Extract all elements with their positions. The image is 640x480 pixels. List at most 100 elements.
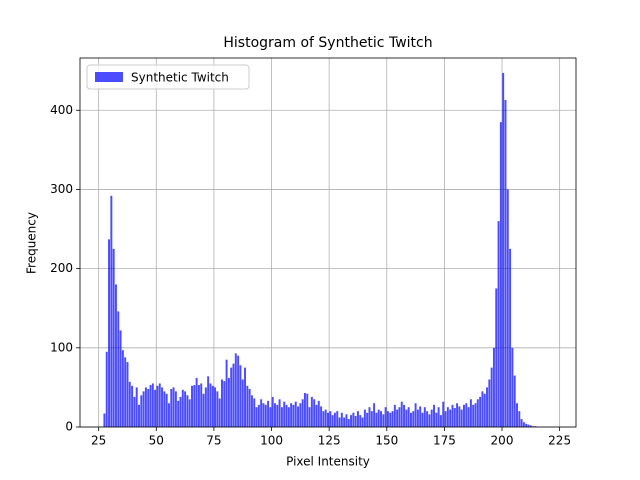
histogram-bar — [128, 381, 131, 427]
histogram-bar — [343, 417, 346, 427]
histogram-bar — [308, 407, 311, 427]
histogram-bar — [184, 391, 187, 427]
histogram-bar — [292, 404, 295, 427]
histogram-bar — [329, 411, 332, 427]
x-tick-label: 100 — [260, 434, 283, 448]
histogram-bar — [428, 414, 431, 427]
y-tick-label: 400 — [50, 103, 73, 117]
histogram-bar — [257, 404, 260, 427]
histogram-bar — [327, 412, 329, 427]
histogram-bar — [223, 381, 226, 427]
y-tick-label: 300 — [50, 182, 73, 196]
histogram-bar — [456, 403, 459, 427]
histogram-bar — [193, 385, 196, 427]
histogram-bar — [433, 404, 436, 427]
axes-frame — [79, 57, 577, 428]
histogram-bar — [490, 367, 493, 427]
histogram-bar — [260, 399, 263, 427]
histogram-bar — [165, 393, 168, 427]
histogram-bar — [435, 412, 438, 427]
histogram-bar — [412, 411, 415, 427]
histogram-bar — [237, 355, 240, 427]
histogram-bar — [382, 414, 385, 427]
y-tick-label: 0 — [65, 420, 73, 434]
histogram-bar — [138, 404, 140, 427]
histogram-bar — [426, 411, 429, 427]
histogram-bar — [317, 400, 320, 427]
histogram-bar — [384, 407, 387, 427]
histogram-bar — [483, 393, 486, 427]
histogram-bar — [525, 423, 528, 427]
histogram-bar — [449, 409, 452, 427]
histogram-bar — [271, 396, 274, 427]
x-tick-label: 75 — [206, 434, 221, 448]
legend-label: Synthetic Twitch — [131, 71, 229, 85]
histogram-bar — [430, 409, 433, 427]
histogram-bar — [527, 424, 530, 427]
histogram-bar — [499, 122, 502, 427]
histogram-bar — [513, 375, 516, 427]
histogram-bar — [200, 383, 203, 427]
histogram-bar — [509, 248, 512, 427]
histogram-bar — [191, 385, 193, 427]
histogram-bar — [211, 385, 214, 427]
histogram-bar — [393, 404, 396, 427]
histogram-bar — [497, 221, 500, 427]
histogram-bar — [158, 383, 161, 427]
histogram-bar — [398, 407, 401, 427]
legend-box — [86, 64, 250, 90]
histogram-bar — [181, 389, 184, 427]
histogram-bar — [340, 412, 343, 427]
histogram-bar — [467, 407, 470, 427]
histogram-bar — [465, 403, 468, 427]
histogram-bar — [409, 412, 412, 427]
histogram-bar — [375, 412, 378, 427]
histogram-bar — [361, 417, 364, 427]
histogram-bar — [285, 404, 288, 427]
histogram-bar — [110, 195, 113, 427]
histogram-bar — [453, 407, 456, 427]
histogram-bar — [437, 407, 440, 427]
chart-title: Histogram of Synthetic Twitch — [223, 35, 432, 51]
histogram-bar — [336, 411, 339, 427]
histogram-bar — [407, 407, 410, 427]
histogram-bar — [451, 404, 454, 427]
histogram-bar — [108, 239, 111, 427]
histogram-bar — [144, 387, 147, 427]
histogram-bar — [287, 407, 290, 427]
histogram-bar — [313, 399, 316, 427]
histogram-bar — [469, 399, 472, 427]
histogram-bar — [253, 398, 256, 427]
histogram-bar — [495, 288, 498, 427]
histogram-bar — [460, 409, 463, 427]
histogram-bar — [241, 379, 244, 427]
legend-swatch — [95, 72, 123, 82]
histogram-bar — [377, 409, 380, 427]
y-tick-label: 200 — [50, 261, 73, 275]
histogram-bar — [506, 189, 509, 427]
histogram-bar — [227, 377, 230, 427]
histogram-bar — [520, 419, 523, 427]
histogram-bar — [161, 387, 164, 427]
histogram-bar — [274, 403, 276, 427]
histogram-bar — [216, 391, 219, 427]
histogram-bar — [476, 399, 479, 427]
histogram-bar — [522, 422, 525, 427]
histogram-bar — [154, 389, 157, 427]
histogram-bar — [421, 412, 424, 427]
histogram-bar — [324, 409, 327, 427]
histogram-bar — [151, 383, 154, 427]
histogram-bar — [405, 409, 408, 427]
histogram-bar — [174, 391, 177, 427]
histogram-bar — [315, 404, 318, 427]
histogram-bar — [386, 411, 389, 427]
histogram-bar — [366, 412, 369, 427]
histogram-bar — [463, 404, 465, 427]
histogram-bar — [380, 411, 382, 427]
histogram-bar — [230, 367, 233, 427]
histogram-bar — [347, 419, 350, 427]
histogram-bar — [131, 385, 134, 427]
histogram-bar — [363, 409, 366, 427]
histogram-bar — [350, 415, 353, 427]
